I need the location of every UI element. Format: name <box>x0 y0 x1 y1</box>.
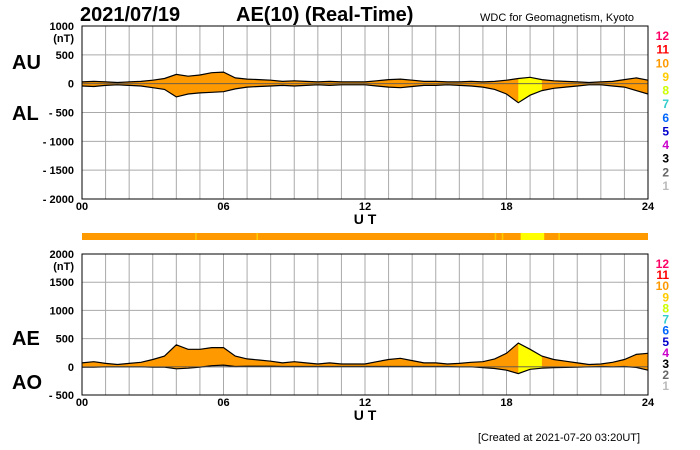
coverage-strip-mark <box>501 233 504 240</box>
ae-ao-frame <box>81 253 649 396</box>
ae-ao-ytick-label: 500 <box>56 334 74 346</box>
ae-label: AE <box>12 328 40 350</box>
ae-ao-ytick-label: 2000 <box>50 249 74 261</box>
coverage-strip-mark <box>195 233 197 240</box>
ae-ao-fill <box>82 343 648 374</box>
ae-ao-station-count-label: 10 <box>656 279 670 293</box>
au-al-station-count-label: 8 <box>662 84 669 98</box>
au-al-station-count-label: 11 <box>656 43 669 57</box>
ae-ao-station-count-label: 12 <box>656 257 670 271</box>
au-al-xtick-label: 18 <box>500 201 512 213</box>
ae-ao-ytick-label: 1500 <box>50 277 74 289</box>
ae-ao-station-count-label: 9 <box>662 290 669 304</box>
ae-ao-station-count-label: 2 <box>662 368 669 382</box>
ae-ao-station-count-label: 7 <box>662 313 669 327</box>
chart-date: 2021/07/19 <box>80 4 181 26</box>
ae-ao-station-count-label: 8 <box>662 301 669 315</box>
ae-ao-station-count-label: 11 <box>656 268 669 282</box>
ae-ao-xtick-label: 06 <box>217 397 229 409</box>
source-label: WDC for Geomagnetism, Kyoto <box>480 12 635 24</box>
au-al-station-count-label: 2 <box>662 165 669 179</box>
au-al-station-count-label: 6 <box>662 111 669 125</box>
au-al-ytick-label: 500 <box>56 50 74 62</box>
au-al-ytick-label: - 1000 <box>43 136 74 148</box>
created-timestamp: [Created at 2021-07-20 03:20UT] <box>478 432 641 444</box>
au-al-frame <box>81 25 649 200</box>
au-al-xtick-label: 24 <box>642 201 655 213</box>
au-al-station-count-label: 5 <box>662 124 669 138</box>
au-al-ylabel: (nT) <box>53 33 74 45</box>
ae-ao-ylabel: (nT) <box>53 261 74 273</box>
ae-ao-line-ae <box>81 342 649 366</box>
ae-ao-station-count-label: 3 <box>662 357 669 371</box>
ae-ao-fill-yellow <box>518 343 542 374</box>
au-al-ytick-label: - 500 <box>49 108 74 120</box>
ae-ao-ytick-label: 0 <box>68 362 74 374</box>
coverage-strip-mark <box>256 233 259 240</box>
ae-ao-xtick-label: 12 <box>359 397 371 409</box>
ae-ao-xtick-label: 18 <box>500 397 512 409</box>
au-label: AU <box>12 52 41 74</box>
au-al-ytick-label: 0 <box>68 79 74 91</box>
au-al-station-count-label: 1 <box>662 179 669 193</box>
au-al-station-count-label: 10 <box>656 56 670 70</box>
ae-ao-xlabel: U T <box>354 407 377 423</box>
au-al-xtick-label: 12 <box>359 201 371 213</box>
au-al-xtick-label: 00 <box>76 201 88 213</box>
au-al-line-al <box>81 84 649 104</box>
coverage-strip-mark <box>558 233 560 240</box>
coverage-strip-yellow <box>520 233 545 240</box>
au-al-fill <box>82 72 648 103</box>
au-al-station-count-label: 7 <box>662 97 669 111</box>
au-al-line-au <box>81 71 649 84</box>
au-al-xtick-label: 06 <box>217 201 229 213</box>
au-al-xlabel: U T <box>354 211 377 227</box>
ae-ao-station-count-label: 6 <box>662 324 669 338</box>
au-al-ytick-label: - 1500 <box>43 165 74 177</box>
ae-ao-station-count-label: 1 <box>662 379 669 393</box>
ae-ao-station-count-label: 4 <box>662 346 669 360</box>
ae-ao-xtick-label: 24 <box>642 397 655 409</box>
ae-ao-xtick-label: 00 <box>76 397 88 409</box>
au-al-station-count-label: 9 <box>662 70 669 84</box>
al-label: AL <box>12 103 39 125</box>
au-al-ytick-label: - 2000 <box>43 194 74 206</box>
coverage-strip <box>82 233 648 240</box>
au-al-station-count-label: 3 <box>662 152 669 166</box>
coverage-strip-mark <box>494 233 497 240</box>
chart-title: AE(10) (Real-Time) <box>236 4 414 26</box>
ae-ao-ytick-label: 1000 <box>50 305 74 317</box>
au-al-station-count-label: 12 <box>656 29 670 43</box>
ao-label: AO <box>12 372 42 394</box>
au-al-station-count-label: 4 <box>662 138 669 152</box>
ae-ao-station-count-label: 5 <box>662 335 669 349</box>
ae-ao-ytick-label: - 500 <box>49 390 74 402</box>
au-al-ytick-label: 1000 <box>50 21 74 33</box>
